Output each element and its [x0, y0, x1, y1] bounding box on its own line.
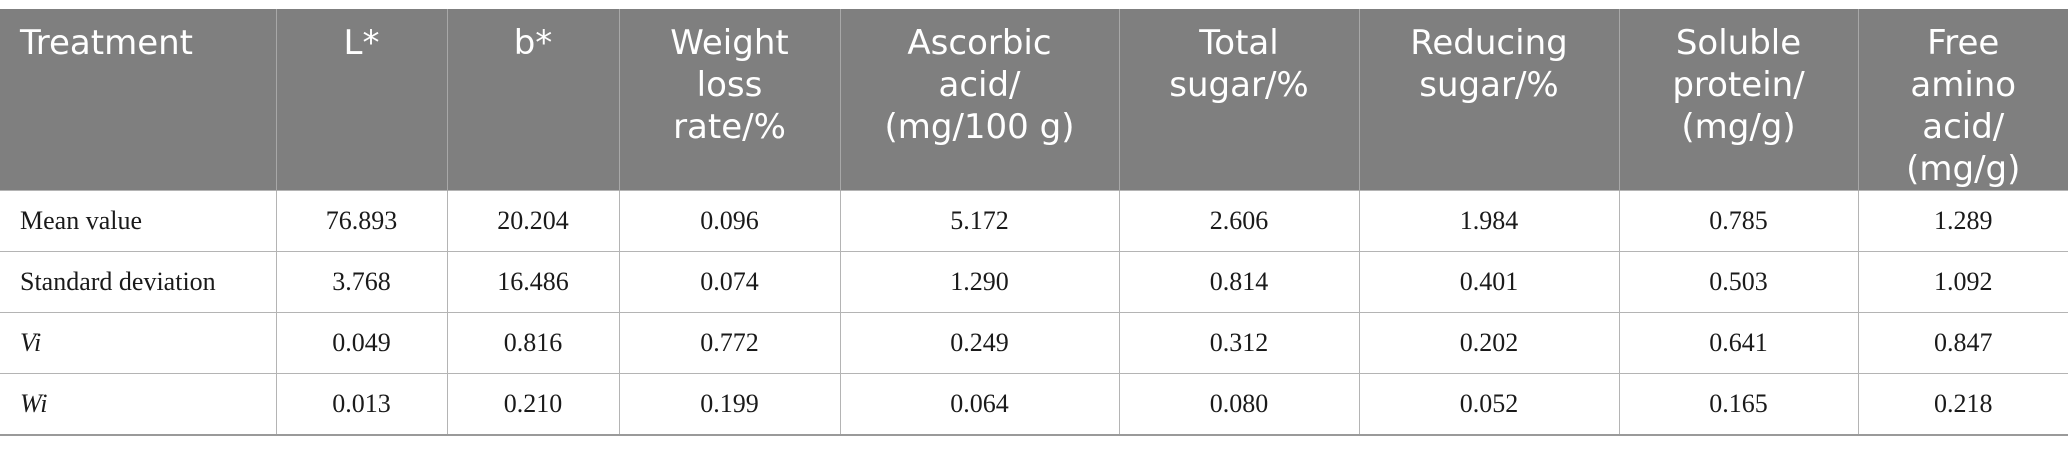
data-table: Treatment L* b* Weight loss rate/% Ascor… [0, 9, 2068, 436]
table-cell: 1.290 [839, 251, 1120, 313]
header-line: Total [1199, 23, 1279, 63]
table-cell: 0.080 [1118, 373, 1360, 436]
header-line: Free [1927, 23, 2000, 63]
header-line: amino [1910, 65, 2017, 105]
table-cell: 0.165 [1618, 373, 1859, 436]
table-cell: 0.013 [275, 373, 448, 436]
table-cell: 0.785 [1618, 190, 1859, 252]
table-cell: 0.814 [1118, 251, 1360, 313]
header-line: Soluble [1675, 23, 1802, 63]
data-table-container: Treatment L* b* Weight loss rate/% Ascor… [0, 9, 2068, 436]
header-reducing-sugar: Reducing sugar/% [1358, 9, 1620, 191]
header-line: Ascorbic [907, 23, 1052, 63]
header-line: (mg/g) [1906, 149, 2021, 189]
table-row-vi: Vi 0.049 0.816 0.772 0.249 0.312 0.202 0… [0, 312, 2068, 374]
table-cell: 0.199 [618, 373, 841, 436]
table-cell: 5.172 [839, 190, 1120, 252]
header-line: acid/ [1922, 107, 2005, 147]
header-free-amino-acid: Free amino acid/ (mg/g) [1857, 9, 2068, 191]
header-weight-loss-rate: Weight loss rate/% [618, 9, 841, 191]
header-line: loss [696, 65, 763, 105]
header-line: (mg/g) [1681, 107, 1796, 147]
header-treatment: Treatment [0, 9, 277, 191]
table-cell: 0.816 [446, 312, 620, 374]
table-cell: 16.486 [446, 251, 620, 313]
table-cell: 0.096 [618, 190, 841, 252]
table-cell: 0.249 [839, 312, 1120, 374]
table-cell: 2.606 [1118, 190, 1360, 252]
table-cell: 0.064 [839, 373, 1120, 436]
table-header: Treatment L* b* Weight loss rate/% Ascor… [0, 9, 2068, 191]
table-row-standard-deviation: Standard deviation 3.768 16.486 0.074 1.… [0, 251, 2068, 313]
header-total-sugar: Total sugar/% [1118, 9, 1360, 191]
table-cell: 1.289 [1857, 190, 2068, 252]
header-l-star: L* [275, 9, 448, 191]
header-b-star: b* [446, 9, 620, 191]
table-cell: 20.204 [446, 190, 620, 252]
header-line: Weight [670, 23, 789, 63]
table-cell: 0.074 [618, 251, 841, 313]
header-row: Treatment L* b* Weight loss rate/% Ascor… [0, 9, 2068, 191]
header-line: L* [343, 23, 380, 63]
header-line: Treatment [20, 23, 194, 63]
row-label: Mean value [0, 190, 277, 252]
table-cell: 76.893 [275, 190, 448, 252]
table-row-mean-value: Mean value 76.893 20.204 0.096 5.172 2.6… [0, 190, 2068, 252]
table-cell: 0.312 [1118, 312, 1360, 374]
header-line: (mg/100 g) [884, 107, 1075, 147]
table-cell: 0.641 [1618, 312, 1859, 374]
table-cell: 0.847 [1857, 312, 2068, 374]
row-label: Wi [0, 373, 277, 436]
header-line: acid/ [938, 65, 1021, 105]
header-line: rate/% [673, 107, 786, 147]
header-line: b* [513, 23, 553, 63]
header-line: sugar/% [1419, 65, 1559, 105]
table-cell: 1.984 [1358, 190, 1620, 252]
table-cell: 0.049 [275, 312, 448, 374]
table-cell: 0.210 [446, 373, 620, 436]
header-ascorbic-acid: Ascorbic acid/ (mg/100 g) [839, 9, 1120, 191]
table-cell: 3.768 [275, 251, 448, 313]
table-cell: 0.202 [1358, 312, 1620, 374]
table-cell: 0.772 [618, 312, 841, 374]
header-line: Reducing [1410, 23, 1568, 63]
table-cell: 0.503 [1618, 251, 1859, 313]
row-label: Vi [0, 312, 277, 374]
table-cell: 1.092 [1857, 251, 2068, 313]
table-body: Mean value 76.893 20.204 0.096 5.172 2.6… [0, 190, 2068, 436]
header-line: protein/ [1672, 65, 1805, 105]
table-cell: 0.218 [1857, 373, 2068, 436]
table-cell: 0.052 [1358, 373, 1620, 436]
table-row-wi: Wi 0.013 0.210 0.199 0.064 0.080 0.052 0… [0, 373, 2068, 436]
header-soluble-protein: Soluble protein/ (mg/g) [1618, 9, 1859, 191]
row-label: Standard deviation [0, 251, 277, 313]
table-cell: 0.401 [1358, 251, 1620, 313]
header-line: sugar/% [1169, 65, 1309, 105]
